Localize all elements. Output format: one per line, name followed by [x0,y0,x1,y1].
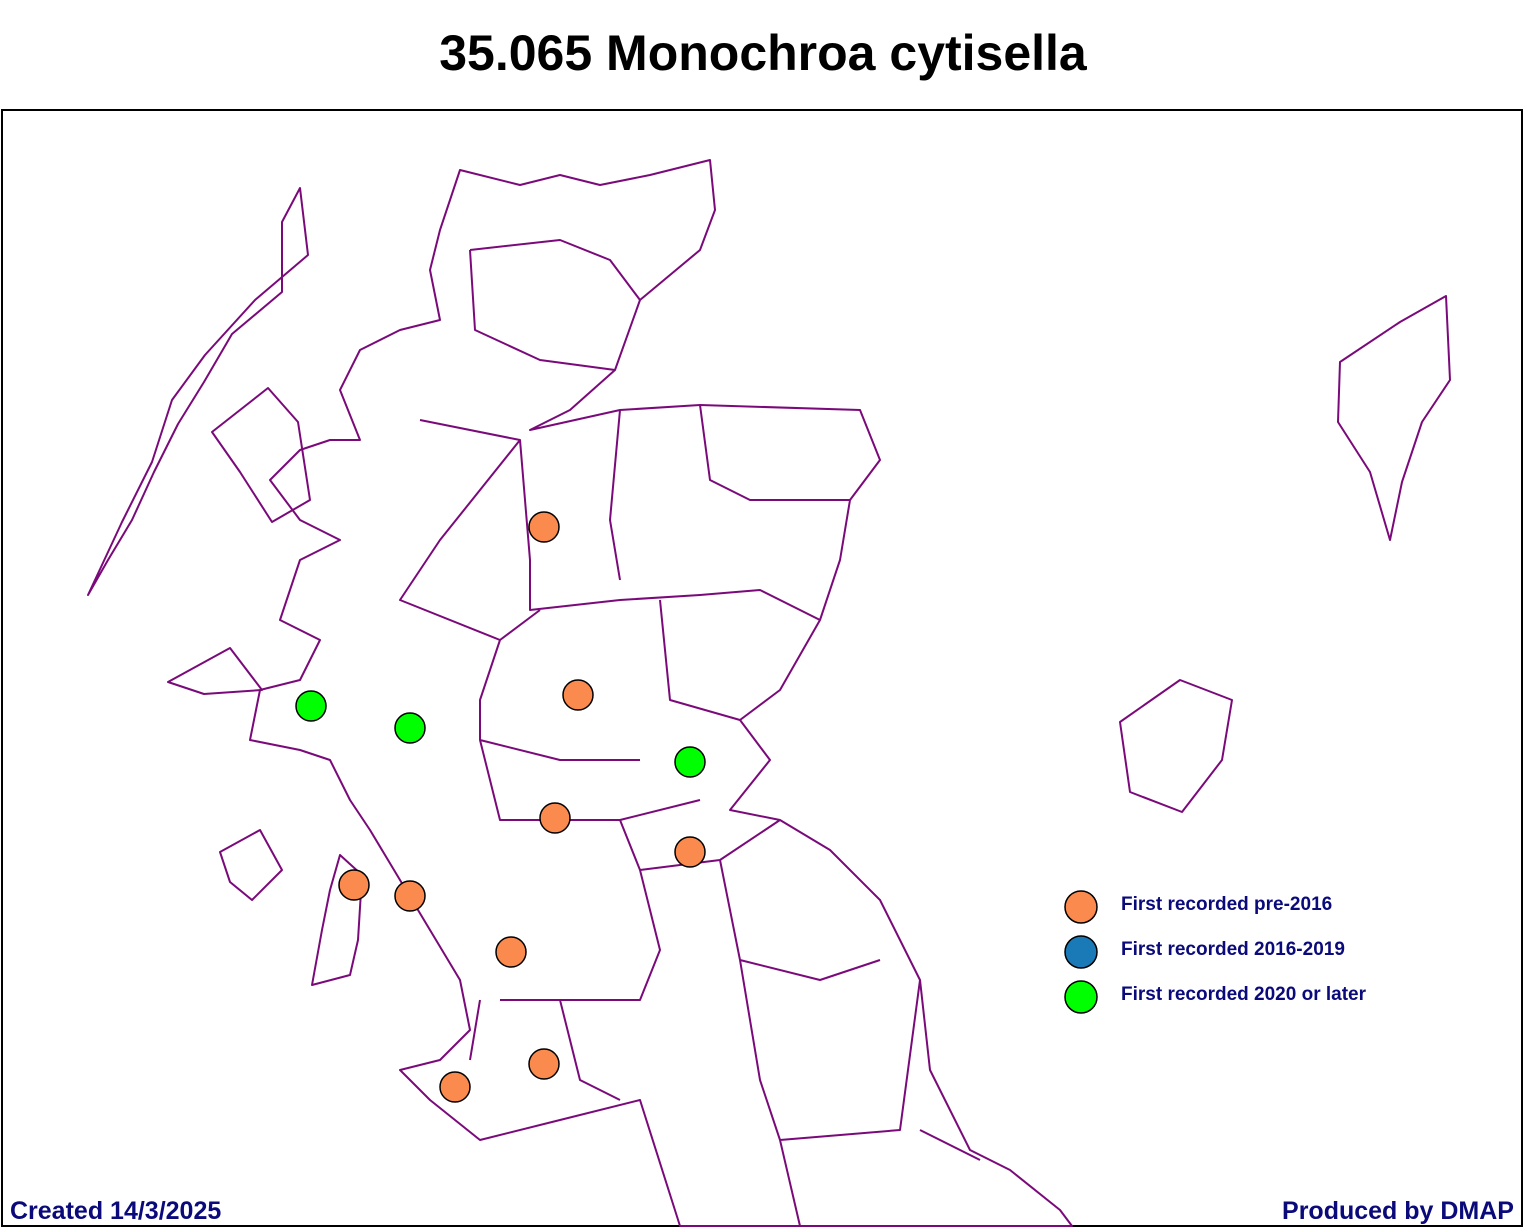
islay [219,829,283,901]
legend-swatch [1064,980,1098,1014]
record-dot [338,869,370,901]
orkney [1119,679,1233,813]
legend: First recorded pre-2016 First recorded 20… [1064,890,1367,1014]
created-note: Created 14/3/2025 [10,1197,221,1225]
record-dot [539,802,571,834]
coastline [87,159,1451,1227]
record-dot [295,690,327,722]
record-dot [674,836,706,868]
title: 35.065 Monochroa cytisella [439,25,1088,81]
records [295,511,706,1103]
shetland [1337,295,1451,541]
legend-label: First recorded 2016-2019 [1121,939,1345,960]
record-dot [394,712,426,744]
record-dot [674,746,706,778]
record-dot [528,1048,560,1080]
record-dot [528,511,560,543]
mainland [249,159,1073,1227]
legend-label: First recorded pre-2016 [1121,894,1332,915]
outer-hebrides [87,187,309,596]
boundaries [399,239,981,1227]
legend-label: First recorded 2020 or later [1121,984,1367,1005]
skye [211,387,311,523]
produced-note: Produced by DMAP [1282,1197,1514,1225]
legend-swatch [1064,935,1098,969]
record-dot [439,1071,471,1103]
map-frame [1,109,1523,1227]
record-dot [394,880,426,912]
kintyre [311,854,363,986]
record-dot [495,936,527,968]
legend-swatch [1064,890,1098,924]
mull [167,647,263,695]
record-dot [562,679,594,711]
